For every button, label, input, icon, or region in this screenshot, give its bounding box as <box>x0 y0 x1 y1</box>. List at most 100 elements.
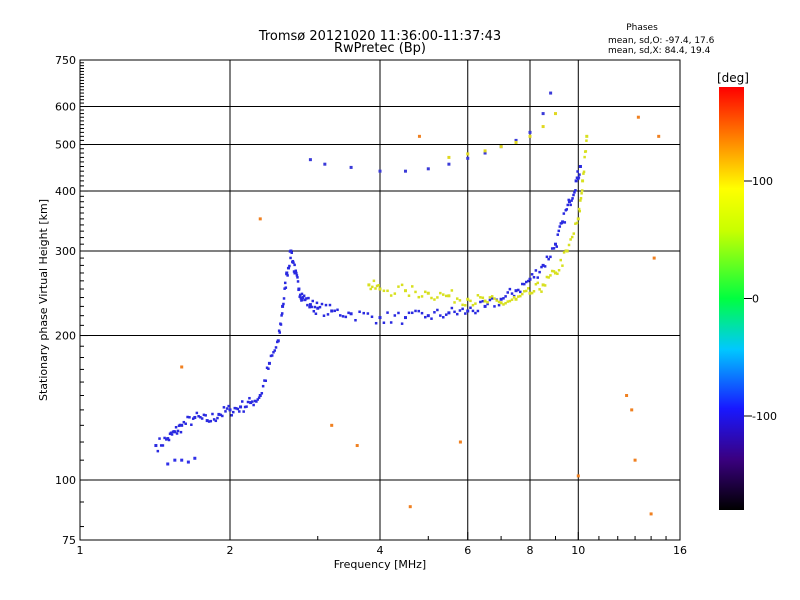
data-point <box>386 289 389 293</box>
data-point <box>366 312 370 315</box>
data-point <box>339 314 342 317</box>
data-point <box>349 165 353 169</box>
data-point <box>464 312 467 315</box>
data-point <box>433 311 436 314</box>
data-point <box>397 311 400 315</box>
x-tick-label: 8 <box>527 544 534 557</box>
data-point <box>166 437 170 441</box>
data-point <box>378 287 382 291</box>
data-point <box>479 300 482 304</box>
series <box>308 91 553 173</box>
y-tick-label: 100 <box>55 474 76 487</box>
data-point <box>324 303 328 307</box>
grid <box>80 60 680 540</box>
data-point <box>481 299 485 303</box>
data-point <box>252 403 255 407</box>
data-point <box>525 289 528 293</box>
data-point <box>258 394 262 398</box>
data-point <box>417 295 421 299</box>
data-point <box>574 189 577 192</box>
data-point <box>567 200 571 204</box>
data-point <box>495 299 499 302</box>
data-point <box>199 416 202 419</box>
data-point <box>261 384 265 388</box>
data-point <box>514 289 518 293</box>
data-point <box>414 309 417 313</box>
data-point <box>386 311 389 314</box>
data-point <box>502 297 505 300</box>
data-point <box>536 281 539 285</box>
data-point <box>211 412 214 416</box>
y-axis-label: Stationary phase Virtual Height [km] <box>37 199 50 401</box>
data-point <box>273 349 277 352</box>
data-point <box>506 291 510 294</box>
data-point <box>322 314 326 317</box>
data-point <box>486 302 489 306</box>
data-point <box>414 290 417 294</box>
data-point <box>295 271 298 275</box>
data-point <box>389 321 393 324</box>
data-point <box>430 317 433 320</box>
data-point <box>476 309 480 313</box>
data-point <box>532 290 536 293</box>
data-point <box>447 155 451 159</box>
data-point <box>173 458 177 462</box>
data-point <box>547 276 550 279</box>
data-point <box>557 269 561 272</box>
colorbar-tick-label: -100 <box>752 410 777 423</box>
data-point <box>528 291 532 295</box>
data-point <box>420 311 424 315</box>
data-point <box>307 296 310 300</box>
data-point <box>519 294 522 298</box>
data-point <box>547 257 550 261</box>
data-point <box>453 310 456 314</box>
data-point <box>274 346 278 349</box>
data-point <box>161 444 165 447</box>
data-point <box>267 361 271 365</box>
data-point <box>424 290 427 294</box>
data-point <box>510 298 514 301</box>
data-point <box>202 413 206 417</box>
data-point <box>279 323 283 326</box>
data-point <box>450 289 454 292</box>
y-tick-label: 75 <box>62 534 76 547</box>
data-point <box>372 279 376 283</box>
data-point <box>179 430 183 434</box>
data-point <box>235 407 238 410</box>
data-point <box>497 300 501 304</box>
data-point <box>508 299 512 303</box>
data-point <box>245 405 248 408</box>
data-point <box>378 169 382 173</box>
data-point <box>293 271 297 275</box>
data-point <box>649 512 653 516</box>
data-point <box>455 312 459 316</box>
data-point <box>250 400 254 403</box>
data-point <box>280 314 283 317</box>
data-point <box>417 309 421 313</box>
data-point <box>393 292 397 295</box>
data-point <box>583 155 586 159</box>
data-point <box>499 297 503 301</box>
x-tick-label: 4 <box>377 544 384 557</box>
data-point <box>265 366 269 370</box>
data-point <box>222 406 226 409</box>
data-point <box>458 299 462 302</box>
data-point <box>314 312 318 315</box>
data-point <box>283 281 287 285</box>
y-tick-label: 300 <box>55 245 76 258</box>
data-point <box>174 425 178 429</box>
data-point <box>292 261 295 264</box>
data-point <box>552 247 556 250</box>
data-point <box>481 296 485 300</box>
data-point <box>549 255 552 259</box>
data-point <box>221 414 224 418</box>
data-point <box>534 283 538 286</box>
data-point <box>453 301 456 304</box>
data-point <box>188 416 191 419</box>
data-point <box>502 303 505 306</box>
data-point <box>293 263 296 267</box>
data-point <box>549 274 552 277</box>
data-point <box>577 176 581 179</box>
data-point <box>374 287 377 290</box>
data-point <box>214 419 218 423</box>
